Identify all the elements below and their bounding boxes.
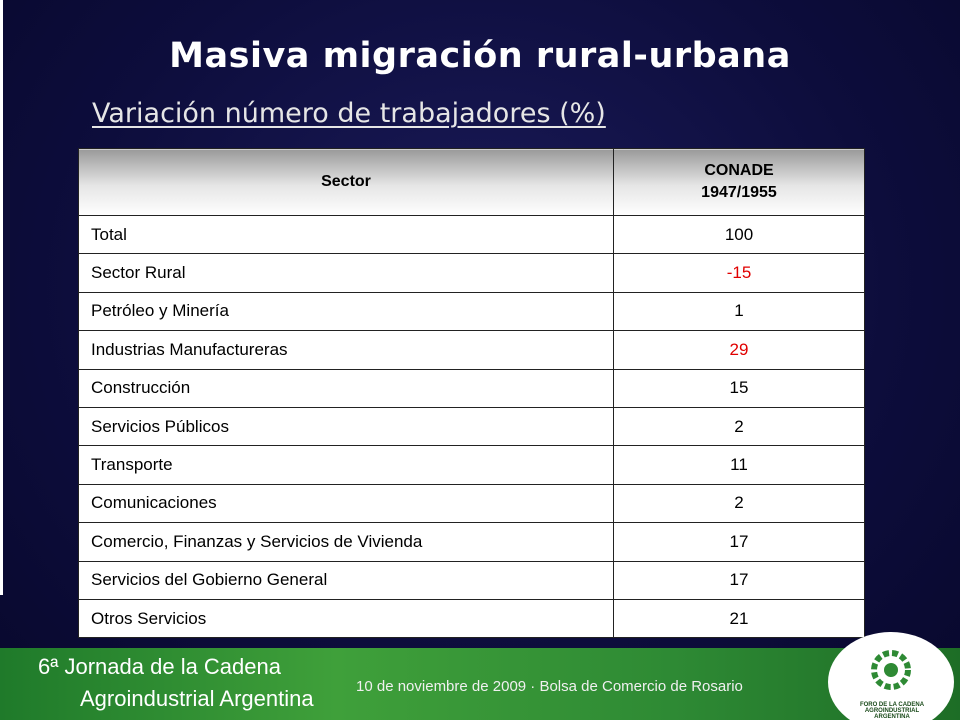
header-cell: Sector xyxy=(78,148,614,216)
value-cell: 100 xyxy=(613,214,865,255)
value-cell: 15 xyxy=(613,368,865,408)
logo-icon xyxy=(871,650,911,690)
value-cell: 17 xyxy=(613,522,865,562)
event-line-1: 6ª Jornada de la Cadena xyxy=(38,654,281,679)
event-line-2: Agroindustrial Argentina xyxy=(80,686,314,711)
logo: FORO DE LA CADENA AGROINDUSTRIAL ARGENTI… xyxy=(828,632,954,720)
sector-cell: Construcción xyxy=(78,368,614,408)
value-cell: -15 xyxy=(613,253,865,293)
value-cell: 1 xyxy=(613,291,865,332)
sector-cell: Petróleo y Minería xyxy=(78,291,614,332)
sector-cell: Sector Rural xyxy=(78,253,614,293)
sector-cell: Industrias Manufactureras xyxy=(78,330,614,370)
edge-strip xyxy=(0,0,3,595)
value-cell: 17 xyxy=(613,560,865,600)
table-row: Comunicaciones 2 xyxy=(78,483,865,524)
event-date: 10 de noviembre de 2009 · Bolsa de Comer… xyxy=(356,678,743,695)
table-row: Servicios del Gobierno General 17 xyxy=(78,560,865,600)
footer-banner: 6ª Jornada de la Cadena Agroindustrial A… xyxy=(0,648,960,720)
table-row: Industrias Manufactureras 29 xyxy=(78,330,865,370)
table-row: Construcción 15 xyxy=(78,368,865,408)
header-row: Sector CONADE 1947/1955 xyxy=(78,148,865,216)
value-cell: 21 xyxy=(613,598,865,639)
sector-cell: Total xyxy=(78,214,614,255)
value-cell: 2 xyxy=(613,406,865,447)
title: Masiva migración rural-urbana xyxy=(169,36,791,76)
table-row: Sector Rural -15 xyxy=(78,253,865,293)
logo-text: FORO DE LA CADENA AGROINDUSTRIAL ARGENTI… xyxy=(859,702,925,720)
sector-cell: Servicios Públicos xyxy=(78,406,614,447)
value-cell: 11 xyxy=(613,445,865,485)
table-row: Comercio, Finanzas y Servicios de Vivien… xyxy=(78,522,865,562)
sector-cell: Comunicaciones xyxy=(78,483,614,524)
sector-cell: Comercio, Finanzas y Servicios de Vivien… xyxy=(78,522,614,562)
sector-cell: Servicios del Gobierno General xyxy=(78,560,614,600)
table-row: Otros Servicios 21 xyxy=(78,598,865,639)
sector-cell: Otros Servicios xyxy=(78,598,614,639)
value-cell: 29 xyxy=(613,330,865,370)
subtitle: Variación número de trabajadores (%) xyxy=(92,98,606,129)
table-row: Servicios Públicos 2 xyxy=(78,406,865,447)
header-line: 1947/1955 xyxy=(701,184,777,201)
header-line: CONADE xyxy=(704,162,774,179)
sector-cell: Transporte xyxy=(78,445,614,485)
header-cell: CONADE 1947/1955 xyxy=(613,148,865,216)
value-cell: 2 xyxy=(613,483,865,524)
table-row: Petróleo y Minería 1 xyxy=(78,291,865,332)
table-row: Total 100 xyxy=(78,214,865,255)
data-table: Sector CONADE 1947/1955 Total 100 Sector R… xyxy=(78,148,865,639)
table-row: Transporte 11 xyxy=(78,445,865,485)
table-body: Total 100 Sector Rural -15 Petróleo y Minerí… xyxy=(78,214,865,639)
